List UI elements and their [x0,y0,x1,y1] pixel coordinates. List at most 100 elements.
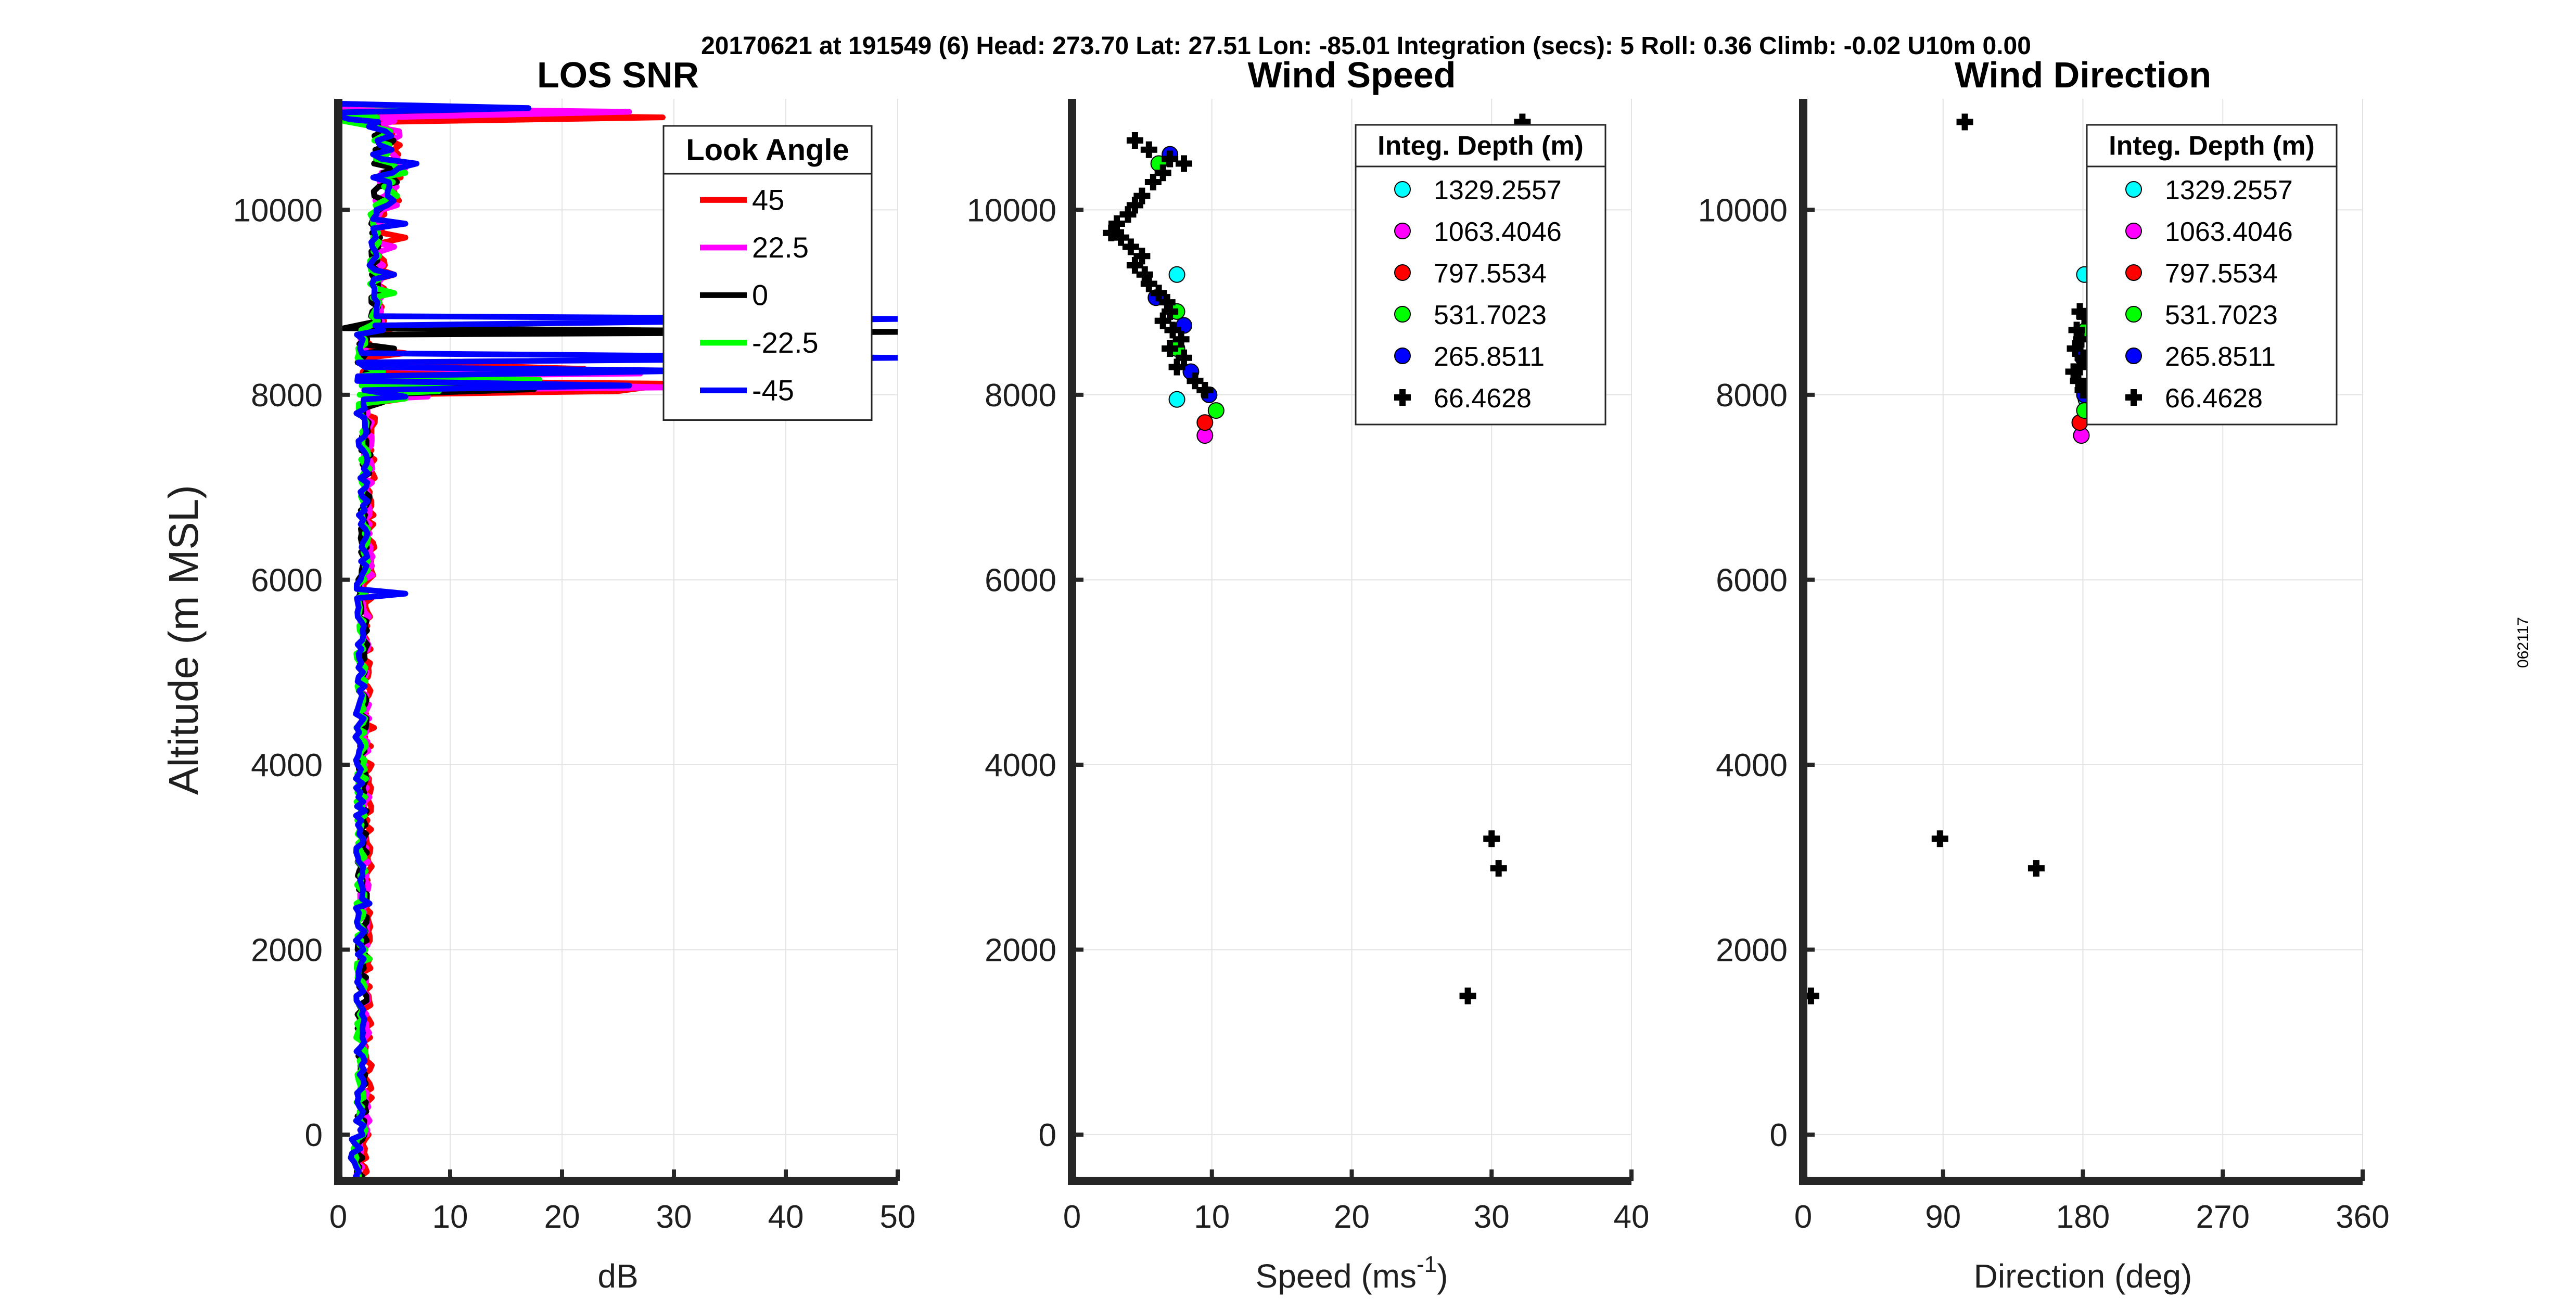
legend-label-1329.2557: 1329.2557 [1434,175,1562,205]
marker-66.4628 [1150,285,1167,302]
legend-marker-bar-v [1399,389,1406,406]
legend: Integ. Depth (m) 1329.2557 1063.4046 797.55… [2086,124,2338,426]
legend-marker-66.4628 [1394,389,1411,406]
marker-66.4628 [1126,197,1143,214]
marker-bar-v [1961,113,1968,131]
legend-title: Look Angle [686,133,849,167]
marker-bar-v [2078,331,2085,348]
marker-66.4628 [1162,150,1179,168]
legend-label-265.8511: 265.8511 [1434,342,1545,372]
marker-531.7023 [1207,402,1225,419]
marker-bar-v [1150,174,1156,190]
subplot-3: 0 90 180 270 360 0 2000 4000 6000 8000 10000 Wind D… [1698,55,2390,1295]
subplot-title: LOS SNR [537,55,699,95]
marker-bar-v [1936,830,1943,847]
marker-66.4628 [1119,206,1137,223]
marker-bar-v [1155,285,1162,302]
marker-bar-v [1181,155,1187,172]
legend-label-1063.4046: 1063.4046 [1434,217,1562,247]
subplot-1: 0 10 20 30 40 50 0 2000 4000 6000 8000 10000 LOS SNR… [160,55,915,1295]
legend-label-531.7023: 531.7023 [1434,300,1547,330]
legend-label--45: -45 [752,374,794,406]
marker-bar-v [1131,197,1138,214]
marker-66.4628 [1168,358,1185,376]
marker-66.4628 [1196,382,1214,398]
legend-label-1329.2557: 1329.2557 [2165,175,2293,205]
marker-66.4628 [1126,132,1143,149]
x-axis-label-superscript: -1 [1417,1252,1437,1277]
marker-66.4628 [1490,860,1507,877]
marker-bar-v [1139,187,1145,204]
x-tick-label: 270 [2196,1199,2250,1235]
legend-box [662,125,873,421]
marker-66.4628 [1187,372,1204,390]
marker-bar-v [2080,382,2086,398]
x-tick-label: 0 [329,1199,347,1235]
legend-label-531.7023: 531.7023 [2165,300,2278,330]
marker-bar-v [1139,248,1145,265]
x-tick-label: 90 [1925,1199,1961,1235]
y-tick-label: 2000 [251,933,323,969]
y-tick-label: 4000 [985,748,1056,783]
y-tick-label: 2000 [985,933,1056,969]
y-tick-label: 10000 [1698,192,1788,228]
marker-1329.2557 [1168,391,1185,408]
subplot-2: 0 10 20 30 40 0 2000 4000 6000 8000 10000 Wind Spee… [967,55,1650,1295]
legend-marker-bar-v [2131,389,2137,406]
legend-label-1063.4046: 1063.4046 [2165,217,2293,247]
x-tick-label: 20 [1334,1199,1370,1235]
y-tick-label: 10000 [967,192,1056,228]
legend: Integ. Depth (m) 1329.2557 1063.4046 797.55… [1355,124,1606,426]
subplot-title: Wind Speed [1248,55,1456,95]
legend-label-45: 45 [752,183,784,216]
legend-marker-1063.4046 [1394,223,1411,239]
y-axis-label: Altitude (m MSL) [160,485,207,795]
side-label: 062117 [2515,617,2532,668]
x-axis-label: dB [597,1257,638,1295]
marker-bar-v [1145,275,1152,292]
marker-66.4628 [1154,312,1171,329]
marker-1329.2557 [1168,266,1185,283]
y-tick-label: 6000 [1716,562,1788,598]
legend-title: Integ. Depth (m) [2109,131,2315,161]
marker-bar-v [1169,321,1176,339]
marker-bar-v [1159,164,1166,182]
marker-bar-v [1167,303,1174,320]
subplot-title: Wind Direction [1955,55,2211,95]
marker-bar-v [1131,257,1138,274]
x-tick-label: 0 [1794,1199,1812,1235]
marker-bar-v [2072,340,2078,357]
x-axis-label: Direction (deg) [1974,1257,2192,1295]
marker-66.4628 [1176,155,1192,172]
marker-66.4628 [1113,229,1130,246]
marker-bar-v [1127,238,1134,255]
marker-bar-v [1488,830,1495,847]
y-tick-label: 0 [1770,1117,1788,1153]
legend-label-797.5534: 797.5534 [2165,259,2278,289]
marker-797.5534 [1196,414,1214,431]
y-tick-label: 6000 [251,562,323,598]
marker-66.4628 [1126,257,1143,274]
marker-66.4628 [1931,830,1948,847]
marker-bar-v [1181,349,1187,366]
marker-bar-v [1464,987,1471,1005]
legend-marker-1329.2557 [1394,181,1411,198]
legend-label-22.5: 22.5 [752,231,809,264]
marker-bar-v [1807,987,1814,1005]
legend-marker-66.4628 [2125,389,2142,406]
marker-66.4628 [1483,830,1500,847]
legend-marker-797.5534 [1394,264,1411,281]
legend-marker-265.8511 [1394,348,1411,364]
y-tick-label: 8000 [251,378,323,414]
y-tick-label: 0 [305,1117,323,1153]
marker-bar-v [2081,307,2088,325]
y-tick-label: 0 [1039,1117,1056,1153]
marker-bar-v [1192,372,1198,390]
legend-marker-531.7023 [2125,306,2142,323]
marker-bar-v [1118,229,1125,246]
x-tick-label: 10 [432,1199,468,1235]
legend-title: Integ. Depth (m) [1378,131,1584,161]
marker-66.4628 [1956,113,1973,131]
y-tick-label: 6000 [985,562,1056,598]
marker-bar-v [1495,860,1502,877]
